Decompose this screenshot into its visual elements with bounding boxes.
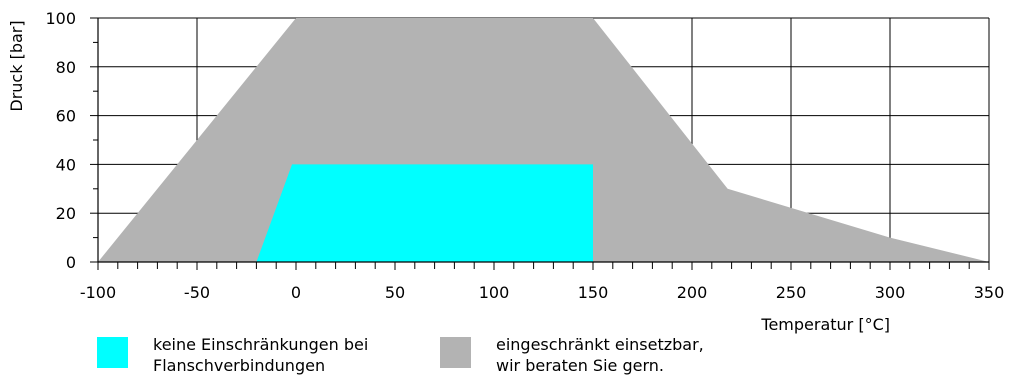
legend-label-unrestricted: keine Einschränkungen bei Flanschverbind… bbox=[153, 335, 369, 375]
x-tick-label: -50 bbox=[184, 283, 210, 302]
y-tick-label: 60 bbox=[56, 107, 76, 126]
y-tick-label: 0 bbox=[66, 253, 76, 272]
x-tick-label: 50 bbox=[385, 283, 405, 302]
area-series bbox=[98, 18, 989, 262]
x-tick-label: 350 bbox=[974, 283, 1005, 302]
y-tick-labels: 0 20 40 60 80 100 bbox=[45, 9, 76, 272]
legend-item-unrestricted: keine Einschränkungen bei Flanschverbind… bbox=[97, 334, 368, 376]
x-axis-title: Temperatur [°C] bbox=[760, 315, 890, 334]
y-tick-label: 20 bbox=[56, 204, 76, 223]
axes bbox=[90, 17, 990, 270]
x-tick-label: 200 bbox=[677, 283, 708, 302]
y-tick-label: 100 bbox=[45, 9, 76, 28]
x-tick-label: 300 bbox=[875, 283, 906, 302]
y-tick-label: 40 bbox=[56, 155, 76, 174]
x-tick-labels: -100 -50 0 50 100 150 200 250 300 350 bbox=[80, 283, 1004, 302]
legend-label-restricted: eingeschränkt einsetzbar, wir beraten Si… bbox=[496, 335, 704, 375]
area-unrestricted bbox=[256, 164, 593, 262]
y-axis-title: Druck [bar] bbox=[7, 20, 26, 111]
x-tick-label: 100 bbox=[479, 283, 510, 302]
legend-item-restricted: eingeschränkt einsetzbar, wir beraten Si… bbox=[440, 334, 704, 376]
legend-swatch-unrestricted bbox=[97, 337, 128, 368]
x-tick-label: -100 bbox=[80, 283, 116, 302]
x-tick-label: 250 bbox=[776, 283, 807, 302]
y-tick-label: 80 bbox=[56, 58, 76, 77]
x-tick-label: 0 bbox=[291, 283, 301, 302]
x-tick-label: 150 bbox=[578, 283, 609, 302]
legend-swatch-restricted bbox=[440, 337, 471, 368]
